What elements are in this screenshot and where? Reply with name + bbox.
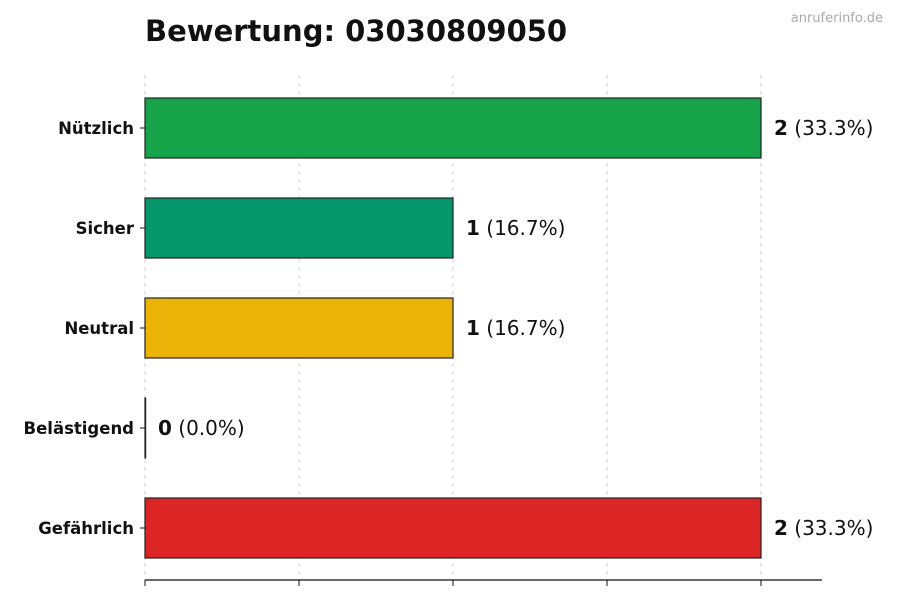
data-label-count: 2: [774, 516, 788, 540]
data-label-count: 0: [158, 416, 172, 440]
data-label: 1 (16.7%): [466, 316, 565, 340]
data-label-percent: (0.0%): [172, 416, 245, 440]
value-labels: 2 (33.3%)1 (16.7%)1 (16.7%)0 (0.0%)2 (33…: [158, 116, 873, 540]
bar-2: [144, 197, 454, 259]
category-label: Belästigend: [24, 419, 134, 438]
bars: [144, 97, 762, 559]
data-label: 2 (33.3%): [774, 516, 873, 540]
data-label-count: 2: [774, 116, 788, 140]
data-label: 0 (0.0%): [158, 416, 245, 440]
category-labels: Nützlich Sicher Neutral Belästigend Gefährli…: [24, 119, 145, 538]
data-label: 1 (16.7%): [466, 216, 565, 240]
data-label-count: 1: [466, 316, 480, 340]
data-label-count: 1: [466, 216, 480, 240]
data-label-percent: (16.7%): [480, 316, 566, 340]
data-label-percent: (16.7%): [480, 216, 566, 240]
x-axis: [144, 579, 822, 586]
category-label: Nützlich: [58, 119, 134, 138]
data-label-percent: (33.3%): [788, 516, 874, 540]
watermark: anruferinfo.de: [791, 11, 883, 26]
data-label: 2 (33.3%): [774, 116, 873, 140]
chart-title: Bewertung: 03030809050: [145, 14, 567, 48]
category-label: Neutral: [64, 319, 134, 338]
data-label-percent: (33.3%): [788, 116, 874, 140]
category-label: Gefährlich: [38, 519, 134, 538]
bar-5: [144, 497, 762, 559]
category-label: Sicher: [76, 219, 135, 238]
bar-4: [144, 397, 147, 459]
bar-1: [144, 97, 762, 159]
bar-3: [144, 297, 454, 359]
